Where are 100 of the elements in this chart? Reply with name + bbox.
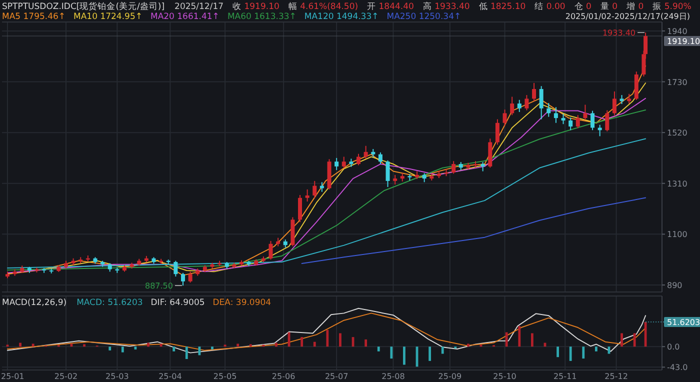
x-tick-label: 25-07: [324, 372, 348, 381]
candlestick: [342, 156, 346, 169]
bar: [83, 344, 86, 347]
text: 增 0: [626, 1, 644, 12]
bar: [441, 346, 444, 354]
bar: [633, 333, 636, 347]
bar: [160, 344, 162, 347]
candlestick: [517, 99, 522, 112]
line-series: [301, 197, 646, 264]
candlestick: [268, 240, 273, 260]
bar: [313, 342, 316, 347]
candlestick: [605, 110, 610, 132]
bar: [32, 344, 34, 347]
y-tick-label: 1520: [667, 128, 688, 138]
text: 量 0: [600, 1, 618, 12]
bar: [505, 332, 508, 347]
y-tick-label: 1940: [667, 26, 688, 36]
bar: [582, 346, 585, 359]
text: 收 1919.10: [232, 1, 280, 12]
bar: [556, 346, 559, 358]
candlestick: [561, 113, 566, 125]
candlestick: [393, 174, 398, 186]
candlestick: [305, 188, 310, 202]
y-tick-label: 1100: [667, 230, 688, 240]
bar: [467, 344, 470, 347]
candlestick: [598, 124, 602, 137]
text: MA5 1795.46↑: [2, 12, 66, 22]
bar: [275, 342, 278, 347]
bar: [211, 346, 214, 350]
text: MA10 1724.95↑: [74, 12, 142, 22]
x-tick-label: 25-06: [272, 372, 296, 381]
x-tick-label: 25-10: [493, 372, 516, 381]
text: MA20 1661.41↑: [150, 12, 220, 22]
text: MA250 1250.34↑: [386, 12, 462, 22]
candlestick: [576, 114, 580, 129]
candlestick: [312, 180, 317, 198]
bar: [339, 333, 342, 347]
bar: [326, 330, 329, 347]
y-tick-label: 0.0: [667, 342, 680, 352]
bar: [530, 333, 534, 347]
candlestick: [495, 118, 500, 146]
bar: [377, 346, 380, 352]
x-tick-label: 25-03: [106, 372, 129, 381]
y-tick-label: 890: [667, 280, 682, 290]
y-tick-label: 1310: [667, 179, 688, 188]
x-tick-label: 25-05: [213, 372, 237, 381]
candlestick: [510, 96, 514, 116]
bar: [594, 346, 598, 352]
x-tick-label: 25-11: [553, 372, 577, 381]
bar: [19, 342, 22, 347]
bar: [236, 344, 240, 347]
x-tick-label: 25-12: [604, 372, 628, 381]
candlestick: [364, 145, 368, 160]
bar: [518, 326, 521, 347]
y-tick-label: 1730: [667, 78, 688, 87]
bar: [569, 346, 572, 361]
annotation: 51.6203: [667, 318, 700, 327]
candlestick: [180, 272, 185, 286]
bar: [108, 346, 112, 350]
bar: [300, 337, 304, 347]
text: 结 0.00: [534, 1, 566, 12]
candlestick: [452, 160, 456, 174]
chart-title: SPTPTUSDOZ.IDC[现货铂金(美元/盎司)]: [2, 1, 165, 12]
candlestick: [188, 271, 192, 284]
bar: [147, 342, 150, 347]
x-tick-label: 25-02: [54, 372, 78, 381]
candlestick: [532, 82, 536, 102]
y-tick-label: -43.0: [667, 363, 688, 372]
bar: [620, 333, 623, 347]
text: MACD: 51.6203: [76, 298, 143, 308]
candlestick: [524, 94, 529, 111]
annotation: 887.50: [144, 282, 173, 291]
x-tick-label: 25-04: [158, 372, 182, 381]
candlestick: [546, 102, 551, 118]
candlestick: [334, 157, 339, 171]
text: MA60 1613.33↑: [227, 12, 296, 22]
candlestick: [356, 153, 361, 166]
text: DIF: 64.9005: [150, 298, 205, 308]
candlestick: [568, 117, 573, 131]
bar: [364, 339, 368, 347]
bar: [185, 346, 188, 360]
chart-title: MACD(12,26,9): [2, 298, 67, 308]
candlestick: [554, 106, 558, 124]
text: 开 1844.40: [367, 2, 414, 12]
x-tick-label: 25-09: [438, 372, 462, 381]
text: 振 5.90%: [652, 1, 692, 12]
text: 低 1825.10: [478, 1, 526, 12]
text: 仓 0: [574, 1, 592, 12]
candlestick: [480, 162, 485, 172]
text: MA120 1494.33↑: [304, 12, 379, 22]
candlestick: [502, 109, 507, 126]
x-tick-label: 25-08: [382, 372, 405, 381]
bar: [428, 346, 432, 361]
chart-subtitle: 2025/01/02-2025/12/17(249日): [565, 12, 690, 21]
candlestick: [612, 90, 616, 116]
bar: [249, 344, 252, 347]
candlestick: [386, 160, 390, 188]
x-tick-label: 25-01: [1, 372, 24, 381]
bar: [172, 346, 176, 352]
candlestick: [378, 152, 382, 165]
